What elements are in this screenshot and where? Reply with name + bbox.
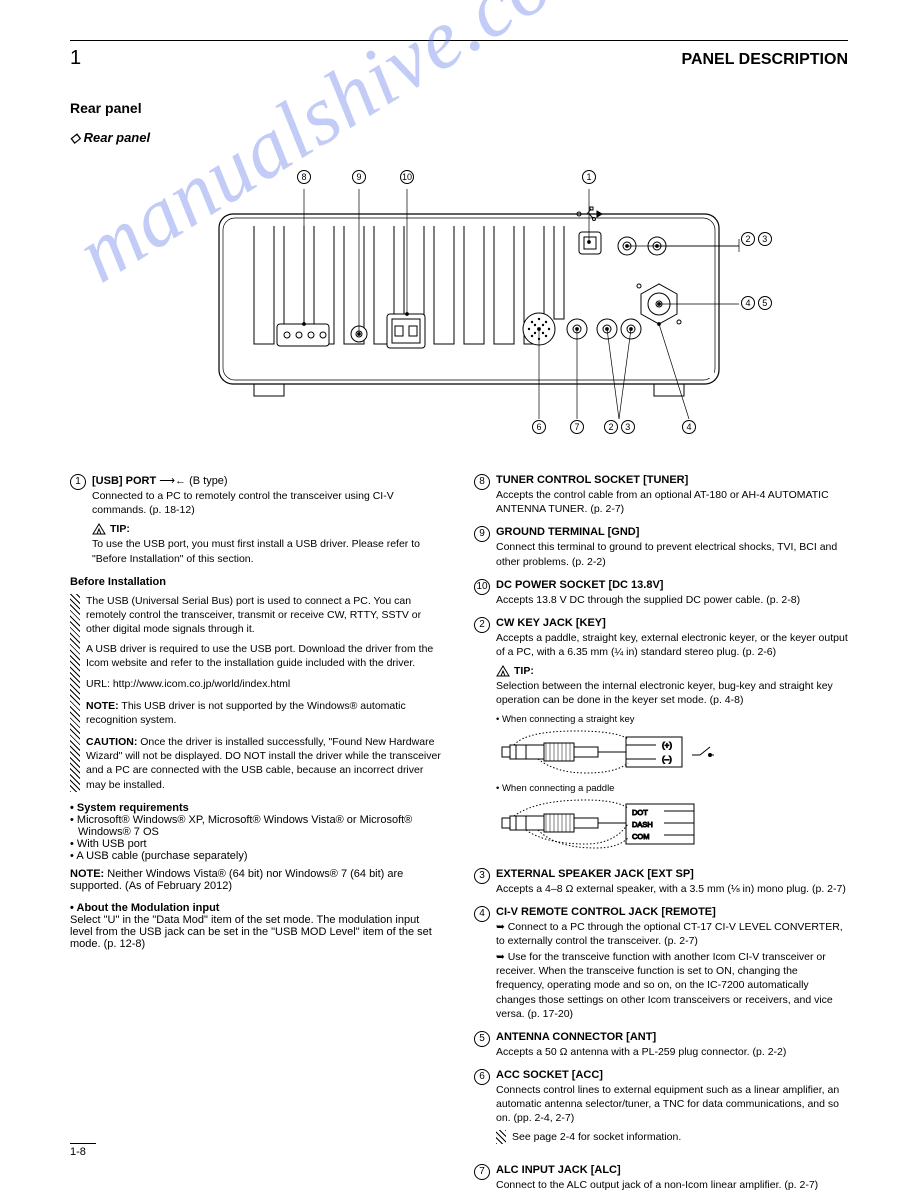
callout-10: 10: [400, 170, 414, 184]
page-number: 1-8: [70, 1143, 96, 1158]
callout-3: 3: [758, 232, 772, 246]
page-header: 1 PANEL DESCRIPTION: [70, 47, 848, 70]
right-column: 8 TUNER CONTROL SOCKET [TUNER] Accepts t…: [474, 474, 848, 1202]
callout-5: 5: [758, 296, 772, 310]
item-9: 9 GROUND TERMINAL [GND] Connect this ter…: [474, 526, 848, 568]
callout-3b: 3: [621, 420, 635, 434]
chapter-number: 1: [70, 47, 81, 70]
data-mod-title: • About the Modulation input: [70, 902, 444, 914]
svg-text:(+): (+): [662, 741, 672, 750]
item-10: 10 DC POWER SOCKET [DC 13.8V] Accepts 13…: [474, 579, 848, 607]
item-4: 4 CI-V REMOTE CONTROL JACK [REMOTE] ➥ Co…: [474, 906, 848, 1021]
svg-text:DOT: DOT: [632, 808, 648, 817]
item-8: 8 TUNER CONTROL SOCKET [TUNER] Accepts t…: [474, 474, 848, 516]
callout-6: 6: [532, 420, 546, 434]
before-install-title: Before Installation: [70, 576, 444, 588]
callout-8: 8: [297, 170, 311, 184]
left-column: 1 [USB] PORT ⟶← (B type) Connected to a …: [70, 474, 444, 1202]
callout-7: 7: [570, 420, 584, 434]
rear-panel-diagram: 8 9 10 1 2 3 4 5 6 7 2 3 4: [159, 154, 759, 454]
item-2: 2 CW KEY JACK [KEY] Accepts a paddle, st…: [474, 617, 848, 858]
diagram-title: ◇ Rear panel: [70, 130, 848, 146]
install-paragraphs: The USB (Universal Serial Bus) port is u…: [70, 594, 444, 792]
callout-4b: 4: [682, 420, 696, 434]
callout-2: 2: [741, 232, 755, 246]
paddle-diagram: DOT DASH COM: [496, 798, 848, 850]
svg-text:DASH: DASH: [632, 820, 653, 829]
item-3: 3 EXTERNAL SPEAKER JACK [EXT SP] Accepts…: [474, 868, 848, 896]
svg-text:COM: COM: [632, 832, 650, 841]
svg-text:(–): (–): [662, 755, 672, 764]
callout-2b: 2: [604, 420, 618, 434]
section-title: Rear panel: [70, 100, 848, 116]
callout-4: 4: [741, 296, 755, 310]
item-1: 1 [USB] PORT ⟶← (B type) Connected to a …: [70, 474, 444, 566]
callout-9: 9: [352, 170, 366, 184]
item-5: 5 ANTENNA CONNECTOR [ANT] Accepts a 50 Ω…: [474, 1031, 848, 1059]
chapter-title: PANEL DESCRIPTION: [681, 51, 848, 69]
callout-1: 1: [582, 170, 596, 184]
sys-req-title: • System requirements: [70, 802, 444, 814]
item-6: 6 ACC SOCKET [ACC] Connects control line…: [474, 1069, 848, 1154]
straight-key-diagram: (+) (–): [496, 729, 848, 775]
